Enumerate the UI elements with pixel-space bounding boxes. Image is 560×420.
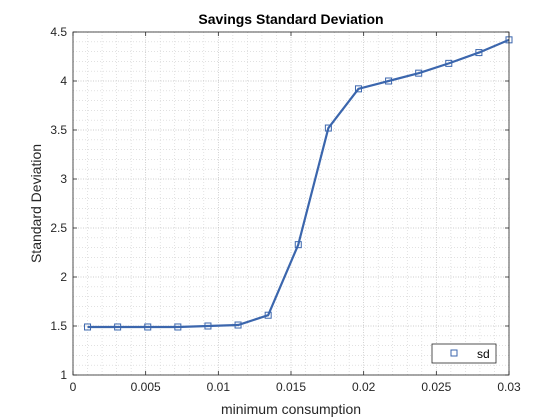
data-point-marker: [204, 322, 212, 330]
data-point-marker: [294, 241, 302, 249]
y-tick-label: 1.5: [50, 319, 67, 333]
y-tick-label: 3: [60, 172, 67, 186]
data-point-marker: [385, 77, 393, 85]
x-tick-label: 0.01: [207, 380, 231, 394]
x-tick-label: 0.03: [497, 380, 521, 394]
x-tick-label: 0.015: [276, 380, 306, 394]
y-tick-label: 4.5: [50, 25, 67, 39]
x-tick-labels: 0 0.005 0.01 0.015 0.02 0.025 0.03: [70, 380, 521, 394]
x-tick-label: 0: [70, 380, 77, 394]
data-point-marker: [475, 49, 483, 57]
legend-marker: [450, 349, 458, 357]
tick-marks: [72, 31, 510, 376]
legend-box: [431, 343, 497, 364]
series-layer: [84, 36, 513, 331]
chart-title: Savings Standard Deviation: [198, 11, 383, 27]
y-tick-label: 2.5: [50, 221, 67, 235]
legend: sd: [431, 343, 497, 364]
data-point-marker: [234, 321, 242, 329]
data-point-marker: [84, 323, 92, 331]
data-point-marker: [264, 311, 272, 319]
data-point-marker: [415, 69, 423, 77]
data-point-marker: [114, 323, 122, 331]
x-tick-label: 0.025: [421, 380, 451, 394]
y-tick-label: 4: [60, 74, 67, 88]
x-tick-label: 0.005: [131, 380, 161, 394]
y-axis-label: Standard Deviation: [28, 144, 44, 263]
y-tick-label: 2: [60, 270, 67, 284]
x-tick-label: 0.02: [352, 380, 376, 394]
data-point-marker: [144, 323, 152, 331]
data-point-marker: [324, 124, 332, 132]
data-point-marker: [174, 323, 182, 331]
y-tick-labels: 1 1.5 2 2.5 3 3.5 4 4.5: [50, 25, 67, 382]
legend-label: sd: [477, 347, 490, 361]
x-axis-label: minimum consumption: [221, 401, 361, 417]
plot-background: [73, 32, 509, 375]
data-point-marker: [445, 59, 453, 67]
data-point-marker: [354, 85, 362, 93]
y-tick-label: 1: [60, 368, 67, 382]
series-line-sd: [87, 38, 510, 329]
y-tick-label: 3.5: [50, 123, 67, 137]
